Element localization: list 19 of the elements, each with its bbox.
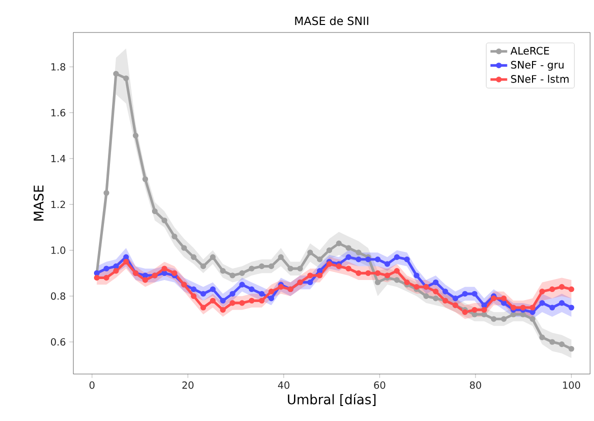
x-tick-label: 20 bbox=[182, 381, 194, 389]
x-tick-label: 100 bbox=[563, 381, 580, 389]
legend-label: SNeF - gru bbox=[511, 60, 564, 71]
x-tick-label: 40 bbox=[278, 381, 290, 389]
legend-label: ALeRCE bbox=[510, 46, 550, 54]
y-tick-label: 1.2 bbox=[51, 200, 65, 208]
y-tick-label: 1.4 bbox=[51, 154, 66, 162]
chart-title: MASE de SNII bbox=[295, 16, 368, 25]
legend-label: SNeF - lstm bbox=[511, 74, 569, 83]
x-axis-title: Umbral [días] bbox=[288, 393, 376, 406]
x-tick-label: 80 bbox=[470, 381, 482, 389]
x-tick-label: 60 bbox=[374, 381, 386, 389]
y-tick-label: 1.0 bbox=[51, 246, 66, 254]
y-tick-label: 1.6 bbox=[51, 108, 66, 116]
y-tick-label: 0.8 bbox=[50, 292, 66, 300]
y-axis-title: MASE bbox=[34, 185, 44, 220]
y-tick-label: 1.8 bbox=[51, 63, 66, 70]
y-tick-label: 0.6 bbox=[50, 338, 66, 346]
x-tick-label: 0 bbox=[90, 381, 95, 389]
